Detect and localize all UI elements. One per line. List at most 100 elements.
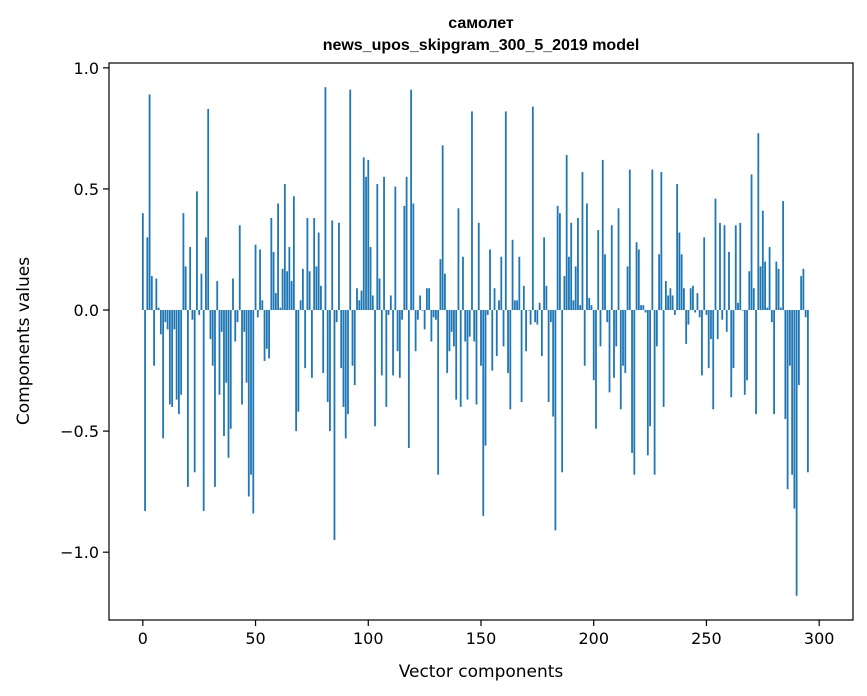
bar: [349, 89, 352, 311]
bar: [403, 205, 406, 311]
bar: [365, 176, 367, 311]
bar: [432, 310, 435, 318]
bar: [545, 285, 548, 311]
y-tick-label: −1.0: [60, 543, 99, 562]
bar: [624, 310, 627, 373]
bar: [288, 247, 291, 311]
bar: [797, 310, 800, 386]
bar: [371, 295, 374, 311]
bar: [572, 300, 575, 311]
bar: [750, 174, 753, 311]
bar: [761, 210, 764, 311]
bar: [655, 310, 658, 347]
bar: [759, 266, 762, 311]
bar: [218, 310, 221, 395]
bar: [658, 254, 661, 311]
bar: [304, 310, 307, 369]
y-axis: −1.0 −0.5 0.0 0.5 1.0: [60, 59, 109, 562]
bar: [148, 94, 151, 311]
x-tick-label: 100: [353, 629, 384, 648]
bar: [376, 184, 379, 311]
bar: [721, 310, 724, 320]
bar: [311, 310, 313, 378]
bar: [705, 310, 708, 315]
bar: [477, 222, 480, 311]
bar: [660, 171, 663, 311]
bar: [714, 198, 717, 311]
bar: [730, 310, 733, 398]
bar: [615, 310, 618, 347]
bar: [540, 310, 543, 357]
chart-subtitle: news_upos_skipgram_300_5_2019 model: [323, 37, 640, 54]
bar: [272, 251, 275, 311]
bar: [669, 288, 672, 311]
bar: [513, 300, 516, 311]
bar: [493, 288, 496, 311]
y-tick-label: 1.0: [74, 59, 99, 78]
bar: [680, 254, 683, 311]
bar: [261, 300, 264, 311]
bar: [182, 213, 185, 311]
bar: [804, 310, 807, 318]
bar: [441, 145, 444, 311]
bar: [313, 217, 316, 311]
bar: [229, 310, 232, 429]
chart-title: самолет: [448, 15, 514, 32]
bar: [694, 310, 697, 313]
bar: [534, 310, 537, 323]
bar: [225, 310, 228, 383]
bar: [207, 109, 210, 311]
bar: [268, 310, 270, 359]
bar: [676, 184, 679, 311]
bar: [450, 310, 453, 332]
bar: [644, 310, 647, 313]
bar: [719, 222, 721, 311]
bar: [531, 106, 534, 311]
bar: [335, 310, 338, 323]
bar: [425, 288, 428, 311]
bar: [175, 310, 178, 400]
bar: [232, 278, 234, 311]
bar: [687, 310, 690, 325]
bar: [581, 171, 584, 311]
bar: [144, 310, 146, 512]
bar: [649, 310, 651, 427]
bar: [471, 111, 473, 311]
bar: [628, 169, 631, 311]
bar: [710, 310, 712, 340]
bar: [252, 310, 255, 514]
bar: [622, 310, 624, 366]
bar: [667, 295, 670, 311]
bar: [516, 300, 518, 311]
bar: [784, 310, 787, 419]
bar: [462, 256, 464, 311]
x-axis-label: Vector components: [399, 662, 564, 682]
bar: [394, 186, 397, 311]
bar: [608, 310, 611, 393]
y-axis-label: Components values: [14, 257, 34, 425]
bar: [732, 310, 735, 369]
bar: [374, 310, 376, 427]
bar: [202, 310, 205, 512]
bar: [786, 310, 789, 490]
bar: [685, 310, 688, 344]
bar: [435, 310, 437, 320]
x-tick-label: 250: [691, 629, 722, 648]
bar: [407, 310, 410, 449]
bar: [626, 266, 629, 311]
bar: [504, 111, 507, 311]
bar: [766, 307, 769, 311]
bar: [423, 310, 426, 330]
bar: [398, 310, 401, 378]
bar: [297, 310, 300, 412]
bar: [486, 310, 489, 315]
bar: [329, 310, 331, 432]
bar: [807, 310, 809, 473]
bar: [689, 288, 692, 311]
bar: [259, 249, 261, 311]
bar: [200, 273, 203, 311]
bar: [369, 247, 372, 311]
bar: [552, 310, 555, 417]
bar: [459, 310, 462, 407]
bar: [498, 300, 500, 311]
